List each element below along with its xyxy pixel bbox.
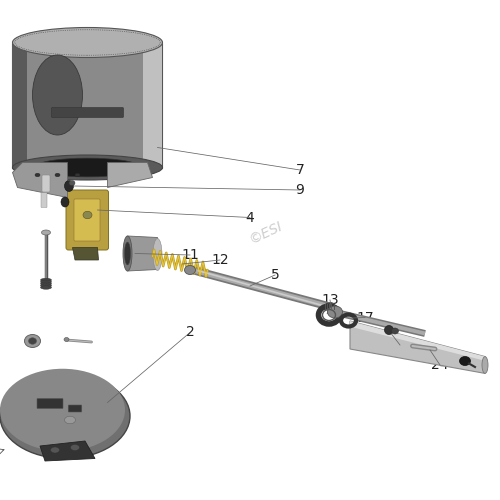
FancyBboxPatch shape [52,108,124,118]
Ellipse shape [124,242,130,265]
Ellipse shape [32,55,82,135]
Text: 25: 25 [391,338,409,352]
Polygon shape [108,162,152,188]
Text: ©ESI: ©ESI [246,218,284,246]
Ellipse shape [42,230,50,235]
Ellipse shape [64,416,76,424]
Ellipse shape [55,174,60,177]
Ellipse shape [384,326,394,334]
Ellipse shape [325,302,335,310]
Ellipse shape [64,180,74,192]
Ellipse shape [69,180,75,186]
Text: 5: 5 [270,268,280,282]
Polygon shape [12,162,68,198]
FancyBboxPatch shape [74,199,100,241]
Ellipse shape [40,282,52,286]
Polygon shape [72,248,99,260]
Ellipse shape [50,447,59,453]
Polygon shape [142,42,163,168]
Polygon shape [40,441,95,461]
Text: 2: 2 [186,326,194,340]
Ellipse shape [70,444,80,450]
Ellipse shape [40,278,52,282]
Ellipse shape [28,338,36,344]
Ellipse shape [40,284,52,288]
Ellipse shape [61,197,69,207]
Polygon shape [12,42,162,168]
Ellipse shape [12,28,162,58]
Text: 9: 9 [296,183,304,197]
FancyBboxPatch shape [66,190,108,250]
FancyBboxPatch shape [37,398,63,408]
Ellipse shape [40,280,52,283]
Ellipse shape [83,211,92,218]
Text: 24: 24 [431,358,449,372]
Ellipse shape [392,328,398,334]
Text: 13: 13 [321,293,339,307]
FancyBboxPatch shape [42,175,50,192]
Text: 4: 4 [246,210,254,224]
Text: 7: 7 [296,163,304,177]
Ellipse shape [12,155,162,180]
Ellipse shape [34,158,142,177]
Ellipse shape [153,238,162,270]
Ellipse shape [482,356,488,374]
Text: 12: 12 [211,253,229,267]
FancyBboxPatch shape [41,192,47,208]
Ellipse shape [0,374,130,458]
Ellipse shape [40,286,52,289]
Ellipse shape [123,236,132,271]
Ellipse shape [75,174,80,177]
Ellipse shape [460,356,470,366]
Text: 11: 11 [181,248,199,262]
Ellipse shape [0,369,125,451]
Text: 17: 17 [356,310,374,324]
Ellipse shape [64,338,69,342]
Polygon shape [12,42,28,168]
Polygon shape [350,321,485,361]
Ellipse shape [184,266,196,274]
Ellipse shape [24,334,40,347]
Ellipse shape [35,174,40,177]
Ellipse shape [328,306,342,318]
Polygon shape [350,321,485,374]
FancyBboxPatch shape [68,405,82,412]
Polygon shape [128,236,158,271]
